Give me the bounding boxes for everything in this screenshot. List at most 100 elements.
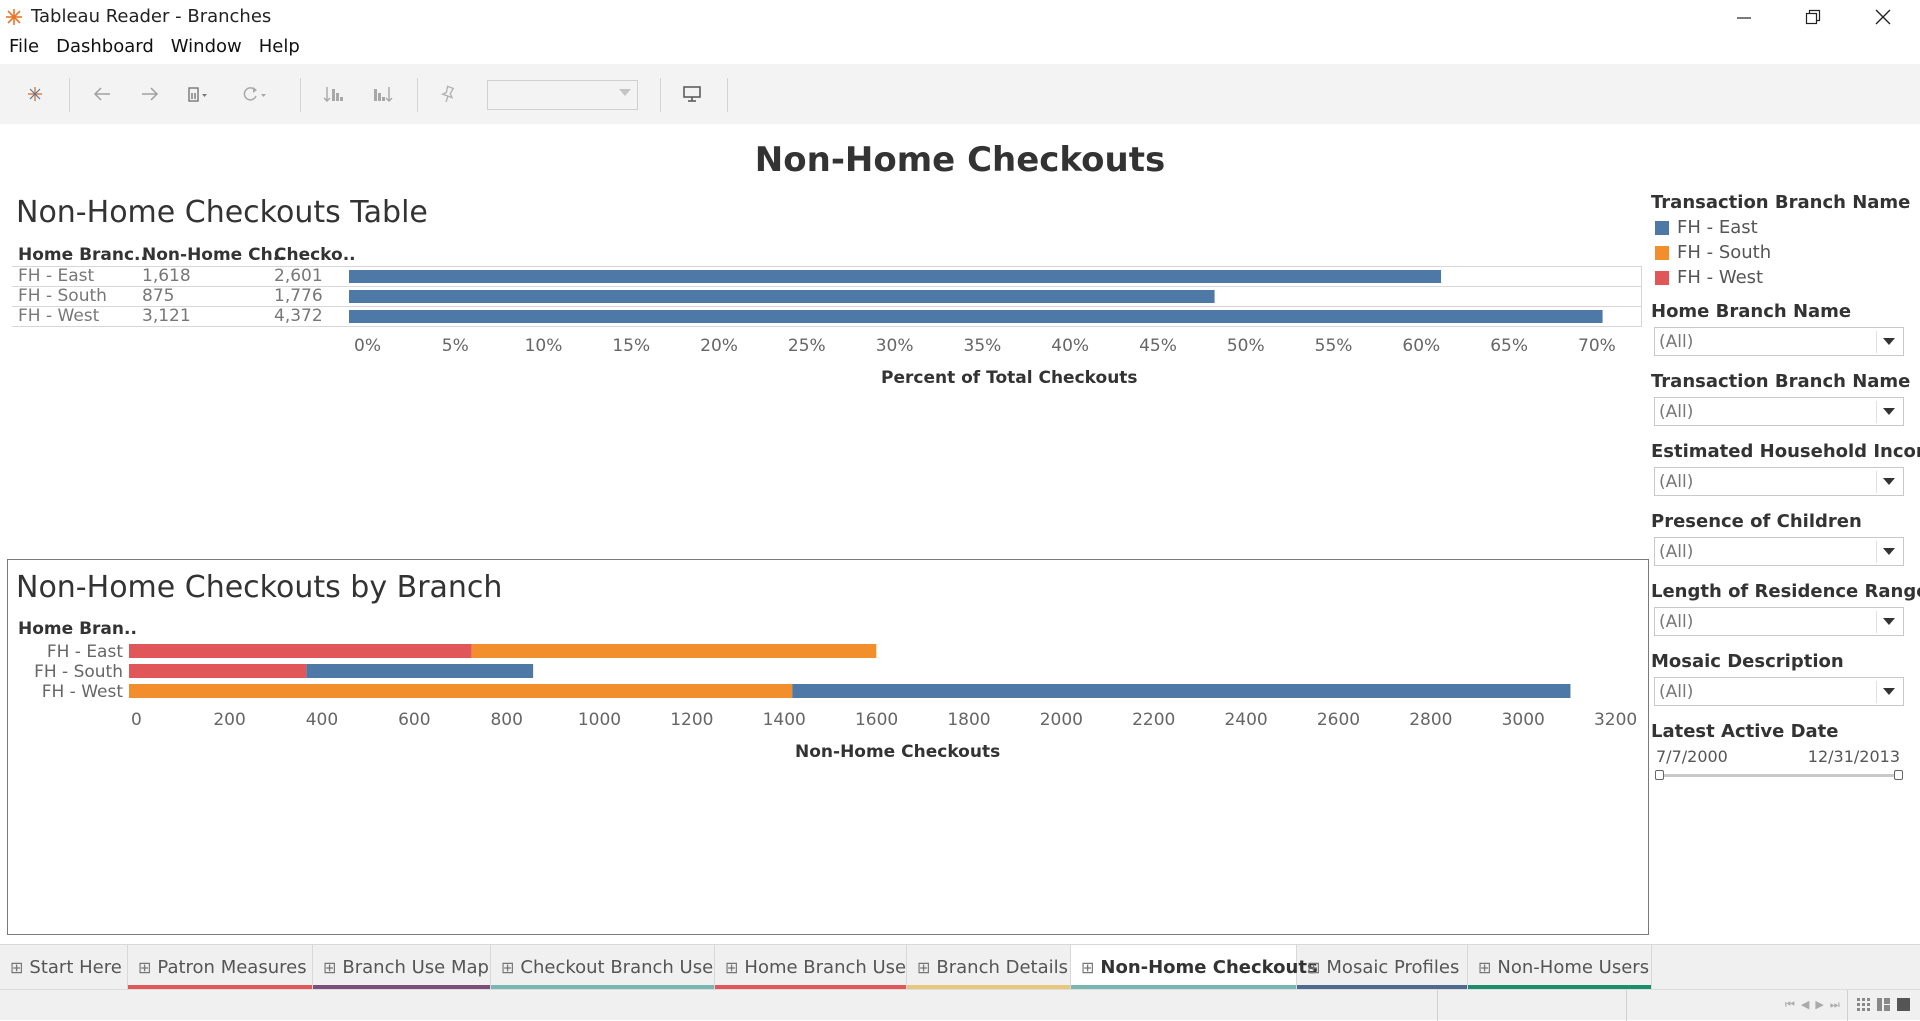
filter-title-presence-children: Presence of Children: [1651, 511, 1862, 532]
tab-home-branch-use[interactable]: ⊞ Home Branch Use: [715, 945, 907, 989]
branch-category-label[interactable]: FH - West: [41, 682, 123, 702]
sheet-tabs: ⊞ Start Here ⊞ Patron Measures ⊞ Branch Use…: [0, 944, 1920, 989]
filter-presence-children-dropdown[interactable]: (All): [1654, 537, 1904, 566]
tab-start-here[interactable]: ⊞ Start Here: [0, 945, 128, 989]
presentation-mode-button[interactable]: [677, 80, 707, 108]
refresh-button[interactable]: [239, 80, 269, 108]
grid-view-icon[interactable]: [1857, 998, 1871, 1012]
table-cell-checkouts[interactable]: 1,776: [274, 286, 323, 306]
checkouts-axis-tick: 2600: [1316, 710, 1361, 730]
legend-title: Transaction Branch Name: [1651, 192, 1911, 213]
pin-button[interactable]: [433, 80, 463, 108]
dropdown-value: (All): [1659, 542, 1694, 562]
percent-axis-tick: 30%: [875, 336, 914, 356]
table-cell-non-home[interactable]: 875: [142, 286, 175, 306]
column-header-checkouts[interactable]: Checko..: [274, 245, 356, 265]
legend-label: FH - South: [1677, 242, 1772, 263]
checkouts-axis-tick: 0: [131, 710, 142, 730]
tab-mosaic-profiles[interactable]: ⊞ Mosaic Profiles: [1297, 945, 1468, 989]
legend-swatch: [1655, 220, 1669, 235]
percent-axis-tick: 10%: [524, 336, 563, 356]
table-cell-branch[interactable]: FH - East: [18, 266, 95, 286]
table-cell-checkouts[interactable]: 2,601: [274, 266, 323, 286]
table-cell-non-home[interactable]: 3,121: [142, 306, 191, 326]
legend-item-east[interactable]: FH - East: [1655, 217, 1758, 238]
stacked-bar-segment[interactable]: [306, 664, 534, 678]
stacked-bar-segment[interactable]: [129, 664, 307, 678]
stacked-bar-segment[interactable]: [129, 684, 793, 698]
menu-help[interactable]: Help: [258, 36, 300, 57]
stacked-bar-segment[interactable]: [129, 644, 472, 658]
percent-bar[interactable]: [349, 270, 1442, 283]
dropdown-divider: [1876, 471, 1877, 493]
single-view-icon[interactable]: [1897, 998, 1911, 1012]
pause-updates-button[interactable]: [182, 80, 212, 108]
toolbar-combo-box[interactable]: [487, 80, 638, 110]
filter-transaction-branch-dropdown[interactable]: (All): [1654, 397, 1904, 426]
date-slider-start-handle[interactable]: [1655, 770, 1664, 780]
tab-checkout-branch-use[interactable]: ⊞ Checkout Branch Use: [491, 945, 715, 989]
chevron-down-icon: [1883, 688, 1895, 695]
filter-residence-range-dropdown[interactable]: (All): [1654, 607, 1904, 636]
dropdown-value: (All): [1659, 472, 1694, 492]
restore-button[interactable]: [1778, 0, 1848, 34]
tab-branch-use-map[interactable]: ⊞ Branch Use Map: [313, 945, 491, 989]
row-header-home-branch[interactable]: Home Bran..: [18, 619, 137, 639]
stacked-bar-segment[interactable]: [471, 644, 877, 658]
menu-file[interactable]: File: [9, 36, 40, 57]
percent-axis-tick: 45%: [1139, 336, 1177, 356]
filmstrip-view-icon[interactable]: [1877, 998, 1891, 1012]
sort-descending-button[interactable]: [368, 80, 398, 108]
checkouts-axis-tick: 2000: [1039, 710, 1083, 730]
close-button[interactable]: [1848, 0, 1918, 34]
tab-non-home-users[interactable]: ⊞ Non-Home Users: [1468, 945, 1652, 989]
menu-dashboard[interactable]: Dashboard: [56, 36, 154, 57]
percent-bar[interactable]: [349, 290, 1215, 303]
filter-home-branch-dropdown[interactable]: (All): [1654, 327, 1904, 356]
sheet-navigation-icons[interactable]: ⏮◀▶⏭: [1785, 998, 1846, 1011]
back-button[interactable]: [87, 80, 117, 108]
row-divider: [12, 286, 1642, 287]
branch-category-label[interactable]: FH - East: [46, 642, 123, 662]
table-cell-checkouts[interactable]: 4,372: [274, 306, 323, 326]
forward-button[interactable]: [135, 80, 165, 108]
table-cell-non-home[interactable]: 1,618: [142, 266, 191, 286]
tab-label: Home Branch Use: [744, 956, 907, 978]
table-cell-branch[interactable]: FH - West: [18, 306, 100, 326]
row-divider: [12, 306, 1642, 307]
tableau-logo-button[interactable]: [20, 80, 50, 108]
tab-label: Branch Details: [936, 956, 1069, 978]
legend-item-south[interactable]: FH - South: [1655, 242, 1771, 263]
menu-window[interactable]: Window: [170, 36, 242, 57]
date-slider-track[interactable]: [1659, 774, 1899, 777]
row-divider: [12, 266, 1642, 267]
refresh-icon: [243, 87, 266, 101]
filter-household-income-dropdown[interactable]: (All): [1654, 467, 1904, 496]
stacked-bar-segment[interactable]: [792, 684, 1571, 698]
tab-non-home-checkouts[interactable]: ⊞ Non-Home Checkouts: [1071, 945, 1318, 989]
status-separator: [1847, 990, 1848, 1021]
restore-icon: [1805, 9, 1821, 25]
legend-item-west[interactable]: FH - West: [1655, 267, 1763, 288]
checkouts-axis-tick: 1600: [854, 710, 899, 730]
minimize-button[interactable]: [1709, 0, 1779, 34]
legend-swatch: [1655, 270, 1669, 285]
toolbar-separator: [660, 78, 661, 112]
branch-category-label[interactable]: FH - South: [34, 662, 123, 682]
tab-patron-measures[interactable]: ⊞ Patron Measures: [128, 945, 313, 989]
tab-branch-details[interactable]: ⊞ Branch Details: [907, 945, 1071, 989]
dropdown-value: (All): [1659, 682, 1694, 702]
table-cell-branch[interactable]: FH - South: [18, 286, 107, 306]
percent-axis-tick: 55%: [1314, 336, 1353, 356]
percent-bar[interactable]: [349, 310, 1603, 323]
checkouts-axis-title: Non-Home Checkouts: [795, 742, 1001, 762]
branch-sheet-container[interactable]: [7, 559, 1649, 935]
chevron-down-icon: [1883, 408, 1895, 415]
dashboard-grid-icon: ⊞: [323, 957, 337, 977]
dropdown-divider: [1876, 331, 1877, 353]
column-header-home-branch[interactable]: Home Branc..: [18, 245, 147, 265]
date-slider-end-handle[interactable]: [1894, 770, 1903, 780]
filter-mosaic-dropdown[interactable]: (All): [1654, 677, 1904, 706]
sort-ascending-button[interactable]: [318, 80, 348, 108]
column-header-non-home-checkouts[interactable]: Non-Home Ch..: [142, 245, 286, 265]
